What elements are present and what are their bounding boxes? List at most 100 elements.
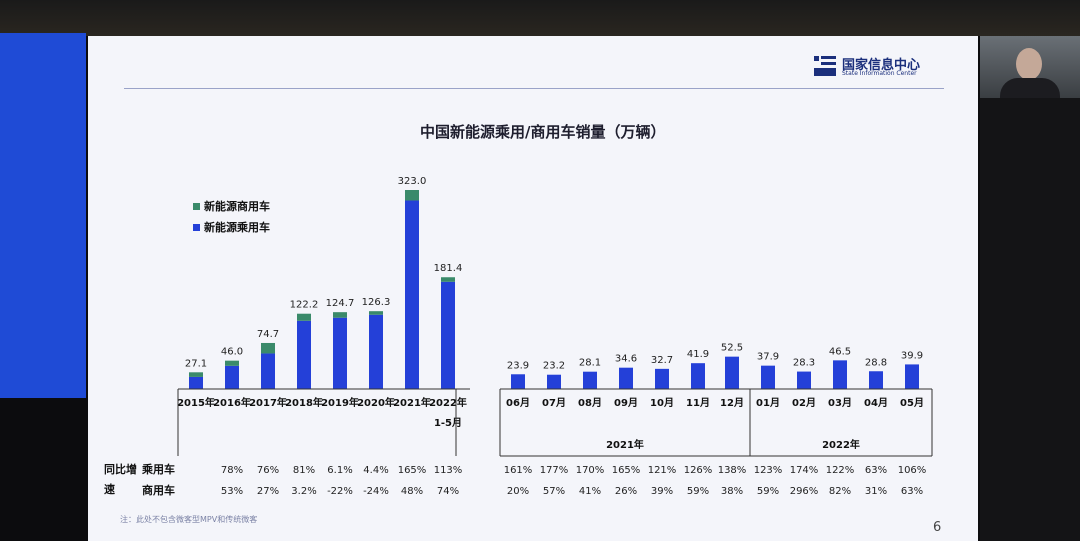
growth-value: 38% [721, 486, 743, 497]
growth-value: 76% [257, 465, 279, 476]
tick-label: 2019年 [321, 396, 359, 409]
speaker-head [1016, 48, 1042, 80]
growth-value: 53% [221, 486, 243, 497]
bar-commercial [225, 360, 239, 366]
growth-value: 81% [293, 465, 315, 476]
growth-value: 59% [757, 486, 779, 497]
bar-passenger [189, 376, 203, 389]
growth-value: 138% [718, 465, 747, 476]
tick-label: 2022年 [429, 396, 467, 409]
slide [88, 36, 978, 541]
bar-passenger [511, 374, 525, 389]
tick-label: 10月 [650, 397, 674, 409]
bar-commercial [333, 312, 347, 318]
data-label: 46.0 [221, 347, 243, 358]
data-label: 124.7 [326, 298, 355, 309]
data-label: 23.2 [543, 361, 565, 372]
growth-value: 20% [507, 486, 529, 497]
bar-passenger [297, 320, 311, 389]
legend-label: 新能源商用车 [204, 199, 270, 213]
growth-value: 122% [826, 465, 855, 476]
growth-header: 同比增 [104, 462, 137, 476]
bar-passenger [655, 368, 669, 389]
data-label: 27.1 [185, 358, 207, 369]
bar-passenger [441, 281, 455, 389]
tick-label: 2020年 [357, 396, 395, 409]
bar-commercial [441, 277, 455, 282]
growth-row-label: 商用车 [142, 483, 175, 497]
data-label: 323.0 [398, 176, 427, 187]
tick-label: 09月 [614, 397, 638, 409]
growth-value: 39% [651, 486, 673, 497]
data-label: 46.5 [829, 346, 851, 357]
tick-label: 06月 [506, 397, 530, 409]
title-divider [124, 88, 944, 89]
bar-commercial [297, 313, 311, 321]
tick-label: 04月 [864, 397, 888, 409]
bar-passenger [547, 374, 561, 389]
bar-passenger [905, 364, 919, 389]
blue-side-panel [0, 33, 86, 398]
bar-commercial [405, 190, 419, 201]
growth-value: 6.1% [327, 465, 352, 476]
data-label: 39.9 [901, 350, 923, 361]
tick-label: 2016年 [213, 396, 251, 409]
growth-value: 165% [398, 465, 427, 476]
growth-value: -22% [327, 486, 353, 497]
tick-label-sub: 1-5月 [434, 417, 462, 429]
bar-passenger [369, 314, 383, 389]
bar-passenger [333, 317, 347, 389]
bar-passenger [583, 371, 597, 389]
data-label: 181.4 [434, 263, 463, 274]
growth-value: 165% [612, 465, 641, 476]
growth-value: 296% [790, 486, 819, 497]
bar-passenger [761, 365, 775, 389]
growth-value: 4.4% [363, 465, 388, 476]
group-label: 2022年 [822, 438, 860, 451]
growth-value: 123% [754, 465, 783, 476]
data-label: 32.7 [651, 355, 673, 366]
growth-value: 126% [684, 465, 713, 476]
tick-label: 02月 [792, 397, 816, 409]
tick-label: 2017年 [249, 396, 287, 409]
tick-label: 12月 [720, 397, 744, 409]
logo-name-en: State Information Center [842, 70, 917, 77]
bar-passenger [833, 360, 847, 389]
growth-header-cont: 速 [104, 482, 115, 496]
tick-label: 08月 [578, 397, 602, 409]
growth-value: 161% [504, 465, 533, 476]
data-label: 28.8 [865, 357, 887, 368]
bar-passenger [405, 200, 419, 389]
footnote: 注：此处不包含微客型MPV和传统微客 [120, 515, 258, 524]
bar-passenger [691, 363, 705, 389]
bar-passenger [869, 371, 883, 389]
speaker-body [1000, 78, 1060, 98]
growth-value: 63% [901, 486, 923, 497]
tick-label: 07月 [542, 397, 566, 409]
bar-passenger [619, 367, 633, 389]
data-label: 122.2 [290, 300, 319, 311]
data-label: 52.5 [721, 343, 743, 354]
bar-passenger [261, 353, 275, 389]
growth-value: 121% [648, 465, 677, 476]
growth-value: 26% [615, 486, 637, 497]
growth-value: 170% [576, 465, 605, 476]
growth-value: 57% [543, 486, 565, 497]
tick-label: 2015年 [177, 396, 215, 409]
growth-value: 174% [790, 465, 819, 476]
data-label: 28.1 [579, 358, 601, 369]
tick-label: 2018年 [285, 396, 323, 409]
tick-label: 01月 [756, 397, 780, 409]
tick-label: 11月 [686, 397, 710, 409]
tick-label: 2021年 [393, 396, 431, 409]
growth-value: 106% [898, 465, 927, 476]
growth-value: -24% [363, 486, 389, 497]
growth-value: 177% [540, 465, 569, 476]
tick-label: 05月 [900, 397, 924, 409]
growth-value: 82% [829, 486, 851, 497]
page-number: 6 [933, 520, 942, 535]
bar-commercial [261, 342, 275, 354]
data-label: 34.6 [615, 354, 637, 365]
bar-passenger [797, 371, 811, 389]
